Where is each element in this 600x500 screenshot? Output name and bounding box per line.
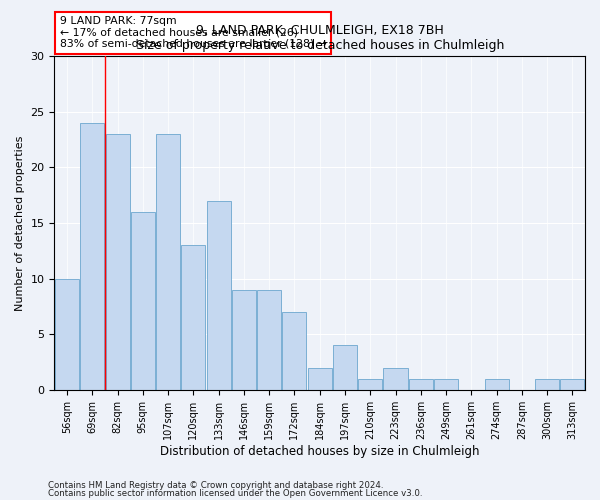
Title: 9, LAND PARK, CHULMLEIGH, EX18 7BH
Size of property relative to detached houses : 9, LAND PARK, CHULMLEIGH, EX18 7BH Size … (136, 24, 504, 52)
Text: 9 LAND PARK: 77sqm
← 17% of detached houses are smaller (26)
83% of semi-detache: 9 LAND PARK: 77sqm ← 17% of detached hou… (60, 16, 326, 49)
Bar (283, 312, 307, 390)
Bar (156, 134, 180, 390)
Y-axis label: Number of detached properties: Number of detached properties (15, 135, 25, 310)
Bar (434, 378, 458, 390)
Bar (485, 378, 509, 390)
Bar (560, 378, 584, 390)
Bar (55, 278, 79, 390)
Bar (308, 368, 332, 390)
Text: Contains HM Land Registry data © Crown copyright and database right 2024.: Contains HM Land Registry data © Crown c… (48, 480, 383, 490)
Text: Contains public sector information licensed under the Open Government Licence v3: Contains public sector information licen… (48, 489, 422, 498)
Bar (409, 378, 433, 390)
Bar (257, 290, 281, 390)
Bar (181, 245, 205, 390)
Bar (358, 378, 382, 390)
Bar (80, 122, 104, 390)
Bar (383, 368, 407, 390)
Bar (106, 134, 130, 390)
X-axis label: Distribution of detached houses by size in Chulmleigh: Distribution of detached houses by size … (160, 444, 479, 458)
Bar (232, 290, 256, 390)
Bar (333, 346, 357, 390)
Bar (131, 212, 155, 390)
Bar (206, 200, 230, 390)
Bar (535, 378, 559, 390)
